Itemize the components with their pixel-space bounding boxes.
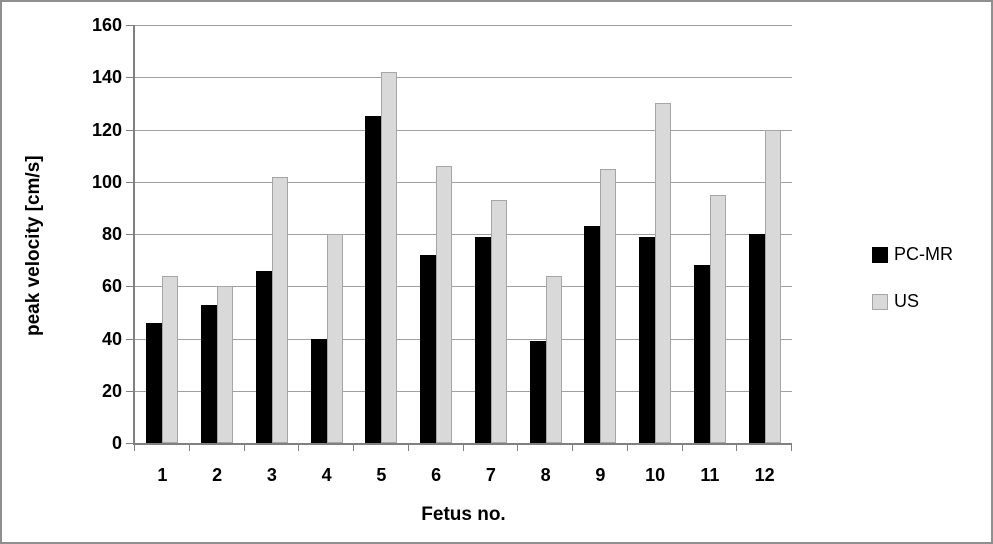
y-axis-tick-0 bbox=[126, 443, 133, 444]
y-tick-label-0: 0 bbox=[111, 433, 122, 453]
y-tick-label-80: 80 bbox=[101, 224, 122, 244]
x-tick-label-8: 8 bbox=[540, 465, 551, 485]
bar-us-6 bbox=[436, 166, 453, 443]
bar-us-9 bbox=[600, 168, 617, 443]
y-axis-tick-20 bbox=[126, 390, 133, 392]
y-axis-tick-140 bbox=[126, 77, 133, 79]
x-axis-tick-9 bbox=[626, 445, 628, 451]
y-axis-title: peak velocity [cm/s] bbox=[23, 155, 44, 337]
x-axis-tick-10 bbox=[681, 445, 683, 451]
bar-pcmr-2 bbox=[201, 304, 218, 443]
bar-pcmr-12 bbox=[748, 234, 765, 443]
bar-pcmr-4 bbox=[310, 338, 327, 443]
bar-pcmr-7 bbox=[474, 236, 491, 443]
y-axis-tick-160 bbox=[126, 25, 133, 26]
y-tick-label-140: 140 bbox=[91, 67, 122, 88]
x-axis-tick-8 bbox=[572, 445, 573, 451]
legend-swatch-us bbox=[872, 293, 888, 310]
x-axis-tick-11 bbox=[736, 445, 738, 451]
bar-us-3 bbox=[271, 176, 288, 443]
x-axis-tick-0 bbox=[134, 445, 135, 451]
x-axis-tick-5 bbox=[407, 445, 409, 451]
x-tick-label-4: 4 bbox=[321, 465, 332, 485]
legend-swatch-pcmr bbox=[872, 246, 888, 263]
x-axis-tick-2 bbox=[243, 445, 245, 451]
bar-us-8 bbox=[545, 275, 562, 443]
y-axis-tick-80 bbox=[126, 234, 133, 235]
y-tick-label-40: 40 bbox=[101, 328, 122, 349]
gridline-20 bbox=[135, 390, 792, 392]
bar-pcmr-5 bbox=[365, 116, 382, 443]
gridline-120 bbox=[135, 129, 792, 131]
x-axis-tick-3 bbox=[298, 445, 300, 451]
y-axis-line bbox=[133, 25, 135, 445]
x-tick-label-3: 3 bbox=[266, 465, 277, 485]
x-tick-label-5: 5 bbox=[376, 465, 387, 485]
bar-us-4 bbox=[326, 234, 343, 443]
y-tick-label-120: 120 bbox=[91, 119, 122, 140]
x-tick-label-10: 10 bbox=[645, 465, 666, 485]
x-tick-label-9: 9 bbox=[595, 465, 606, 485]
bar-pcmr-6 bbox=[420, 254, 437, 443]
legend-label-us: US bbox=[894, 291, 920, 311]
bar-us-2 bbox=[217, 286, 234, 443]
bar-pcmr-8 bbox=[529, 341, 546, 443]
gridline-100 bbox=[135, 181, 792, 183]
bar-us-7 bbox=[490, 200, 507, 443]
x-tick-label-6: 6 bbox=[431, 465, 442, 485]
x-axis-tick-1 bbox=[188, 445, 190, 451]
y-axis-tick-40 bbox=[126, 338, 133, 340]
gridline-60 bbox=[135, 286, 792, 288]
gridline-40 bbox=[135, 338, 792, 340]
bar-pcmr-1 bbox=[146, 322, 163, 443]
gridline-80 bbox=[135, 234, 792, 235]
x-tick-label-7: 7 bbox=[485, 465, 496, 485]
legend-item-us: US bbox=[872, 291, 953, 312]
gridline-160 bbox=[135, 25, 792, 26]
legend: PC-MR US bbox=[872, 244, 953, 338]
y-tick-label-20: 20 bbox=[101, 380, 122, 401]
bar-pcmr-3 bbox=[255, 270, 272, 443]
x-tick-label-2: 2 bbox=[212, 465, 223, 485]
bar-us-10 bbox=[655, 103, 672, 443]
y-axis-tick-120 bbox=[126, 129, 133, 131]
x-tick-label-12: 12 bbox=[754, 465, 775, 485]
bar-us-11 bbox=[709, 194, 726, 443]
y-tick-label-160: 160 bbox=[91, 15, 122, 35]
bar-pcmr-10 bbox=[639, 236, 656, 443]
bar-pcmr-11 bbox=[693, 265, 710, 443]
bar-us-12 bbox=[764, 129, 781, 443]
gridline-140 bbox=[135, 77, 792, 79]
y-axis-tick-60 bbox=[126, 286, 133, 288]
x-axis-tick-12 bbox=[791, 445, 792, 451]
x-axis-tick-6 bbox=[462, 445, 464, 451]
y-tick-label-100: 100 bbox=[91, 171, 122, 192]
legend-label-pcmr: PC-MR bbox=[894, 244, 953, 264]
x-axis-title: Fetus no. bbox=[421, 504, 506, 525]
x-axis-tick-7 bbox=[517, 445, 519, 451]
y-tick-label-60: 60 bbox=[101, 276, 122, 297]
bar-us-5 bbox=[381, 72, 398, 443]
x-axis-line bbox=[133, 443, 792, 445]
x-axis-tick-4 bbox=[353, 445, 354, 451]
x-tick-label-11: 11 bbox=[700, 465, 720, 485]
x-tick-label-1: 1 bbox=[157, 465, 168, 485]
y-axis-tick-100 bbox=[126, 181, 133, 183]
bar-pcmr-9 bbox=[584, 226, 601, 443]
bar-us-1 bbox=[162, 275, 179, 443]
legend-item-pcmr: PC-MR bbox=[872, 244, 953, 265]
